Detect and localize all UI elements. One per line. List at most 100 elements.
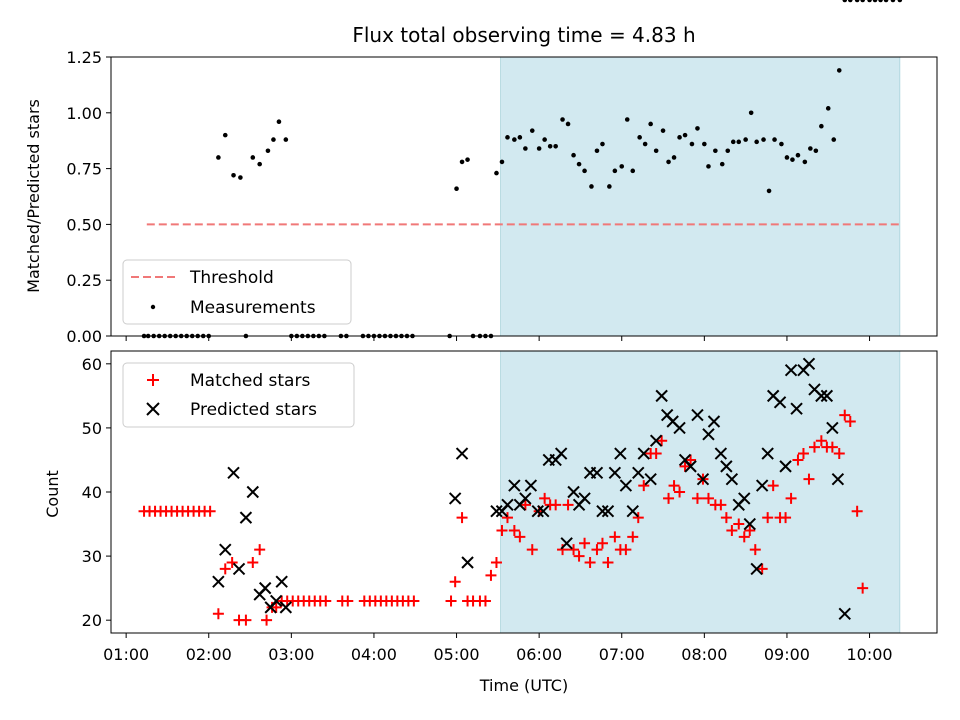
predicted-stars-point bbox=[275, 575, 288, 588]
predicted-stars-point bbox=[802, 357, 816, 371]
predicted-stars-point bbox=[815, 389, 828, 403]
measurement-point bbox=[883, 0, 889, 3]
measurement-point bbox=[536, 146, 542, 151]
measurement-point bbox=[719, 161, 725, 167]
predicted-stars-point bbox=[501, 498, 514, 512]
measurement-point bbox=[283, 137, 289, 142]
measurement-point bbox=[713, 148, 718, 154]
measurement-point bbox=[819, 123, 824, 129]
x-tick-label: 06:00 bbox=[516, 645, 562, 664]
measurement-point bbox=[648, 121, 653, 127]
x-tick-label: 03:00 bbox=[268, 645, 314, 664]
predicted-stars-point bbox=[554, 447, 568, 460]
measurement-point bbox=[802, 159, 808, 165]
measurement-point bbox=[553, 143, 558, 149]
predicted-stars-point bbox=[691, 408, 704, 422]
measurement-point bbox=[494, 170, 499, 176]
predicted-stars-point bbox=[831, 472, 845, 486]
y-tick-label: 0.50 bbox=[66, 215, 102, 234]
ratio-panel-frame bbox=[110, 56, 938, 337]
measurement-point bbox=[589, 184, 594, 189]
count-panel-ylabel: Count bbox=[43, 470, 62, 518]
measurement-point bbox=[512, 137, 517, 142]
predicted-stars-point bbox=[750, 562, 763, 576]
predicted-stars-point bbox=[755, 479, 769, 492]
x-tick-label: 04:00 bbox=[351, 645, 397, 664]
ratio-panel-ylabel: Matched/Predicted stars bbox=[24, 99, 43, 293]
matched-stars-point bbox=[591, 544, 603, 556]
measurement-point bbox=[702, 141, 707, 147]
matched-stars-point bbox=[749, 544, 761, 556]
predicted-stars-point bbox=[519, 492, 532, 505]
measurement-point bbox=[216, 155, 221, 160]
measurement-point bbox=[706, 164, 711, 169]
matched-stars-point bbox=[679, 460, 691, 472]
measurement-point bbox=[529, 128, 535, 133]
predicted-stars-point bbox=[820, 389, 834, 403]
measurement-point bbox=[565, 121, 571, 127]
matched-stars-point bbox=[508, 524, 520, 536]
matched-stars-point bbox=[839, 409, 851, 421]
matched-stars-point bbox=[792, 454, 804, 466]
matched-stars-point bbox=[445, 595, 457, 607]
measurement-point bbox=[808, 146, 813, 151]
measurement-point bbox=[836, 68, 842, 73]
matched-stars-point bbox=[514, 531, 526, 543]
predicted-stars-point bbox=[614, 447, 627, 460]
matched-stars-point bbox=[650, 448, 662, 460]
matched-stars-point bbox=[808, 441, 820, 453]
matched-stars-point bbox=[691, 492, 703, 504]
y-tick-label: 0.00 bbox=[66, 327, 102, 346]
predicted-stars-point bbox=[720, 460, 733, 473]
measurement-point bbox=[666, 159, 671, 165]
measurement-point bbox=[576, 161, 582, 167]
predicted-stars-point bbox=[578, 492, 591, 505]
matched-stars-point bbox=[685, 454, 697, 466]
measurement-point bbox=[754, 139, 759, 145]
predicted-stars-point bbox=[707, 415, 721, 428]
y-tick-label: 1.25 bbox=[66, 48, 102, 67]
predicted-stars-point bbox=[738, 492, 751, 505]
measurement-point bbox=[878, 0, 883, 3]
predicted-stars-point bbox=[239, 511, 253, 524]
observing-interval-shading-top bbox=[500, 56, 901, 337]
measurement-point bbox=[689, 141, 695, 147]
matched-stars-point bbox=[756, 563, 768, 575]
measurement-point bbox=[459, 159, 465, 165]
predicted-stars-point bbox=[790, 402, 803, 415]
predicted-stars-point bbox=[560, 537, 573, 550]
matched-stars-point bbox=[663, 492, 675, 504]
measurement-point bbox=[854, 0, 860, 3]
measurement-point bbox=[842, 0, 848, 3]
predicted-stars-point bbox=[212, 575, 225, 588]
matched-stars-point bbox=[620, 544, 632, 556]
y-tick-label: 30 bbox=[82, 547, 102, 566]
matched-stars-point bbox=[656, 435, 668, 447]
predicted-stars-point bbox=[246, 485, 260, 499]
matched-stars-point bbox=[815, 435, 827, 447]
matched-stars-point bbox=[342, 595, 354, 607]
measurement-point bbox=[637, 135, 642, 140]
predicted-stars-point bbox=[567, 485, 580, 499]
measurement-point bbox=[682, 132, 688, 138]
measurement-point bbox=[784, 155, 790, 160]
matched-stars-point bbox=[609, 531, 621, 543]
matched-stars-point bbox=[844, 416, 856, 427]
measurement-point bbox=[547, 143, 553, 149]
matched-stars-point bbox=[573, 550, 585, 562]
predicted-stars-point bbox=[773, 396, 787, 409]
observing-interval-shading-bottom bbox=[500, 350, 901, 634]
matched-stars-point bbox=[715, 499, 727, 511]
x-tick-label: 02:00 bbox=[186, 645, 232, 664]
measurement-point bbox=[660, 128, 666, 133]
matched-stars-point bbox=[851, 505, 863, 517]
measurement-point bbox=[238, 175, 243, 180]
matched-stars-point bbox=[539, 492, 551, 504]
matched-stars-point bbox=[767, 480, 779, 492]
measurement-point bbox=[454, 186, 459, 191]
matched-stars-point bbox=[568, 544, 580, 556]
measurement-point bbox=[677, 135, 682, 140]
matched-stars-point bbox=[204, 505, 216, 517]
legend-predicted-label: Predicted stars bbox=[190, 400, 317, 420]
